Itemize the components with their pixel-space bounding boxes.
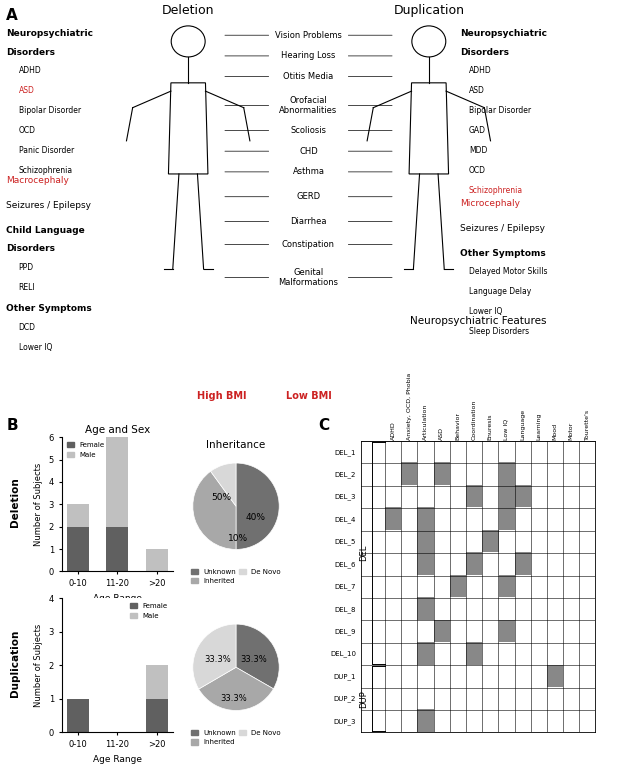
Text: Bipolar Disorder: Bipolar Disorder	[469, 106, 531, 115]
Text: Hearing Loss: Hearing Loss	[281, 51, 336, 61]
Text: Disorders: Disorders	[6, 48, 55, 57]
Bar	[67, 699, 88, 732]
Text: Genital
Malformations: Genital Malformations	[278, 268, 339, 287]
Text: Seizures / Epilepsy: Seizures / Epilepsy	[6, 201, 91, 210]
Text: Deletion: Deletion	[162, 4, 215, 17]
Y-axis label: Number of Subjects: Number of Subjects	[34, 463, 43, 546]
Title: Age and Sex: Age and Sex	[85, 425, 150, 435]
Text: Orofacial
Abnormalities: Orofacial Abnormalities	[280, 96, 337, 115]
Text: 10%: 10%	[228, 534, 248, 543]
Text: Duplication: Duplication	[10, 630, 20, 697]
Bar	[67, 527, 88, 571]
Legend: Unknown, Inherited, De Novo: Unknown, Inherited, De Novo	[188, 727, 284, 748]
Text: B: B	[6, 418, 18, 433]
Text: DEL: DEL	[360, 545, 368, 561]
Text: ADHD: ADHD	[19, 66, 41, 75]
Wedge shape	[193, 471, 236, 549]
Text: Lower IQ: Lower IQ	[469, 307, 502, 316]
Text: ASD: ASD	[469, 86, 485, 95]
Text: 33.3%: 33.3%	[241, 655, 268, 664]
Text: 33.3%: 33.3%	[204, 655, 231, 664]
Bar	[146, 549, 168, 571]
Text: Schizophrenia: Schizophrenia	[469, 186, 523, 195]
Text: 33.3%: 33.3%	[220, 694, 247, 703]
Text: OCD: OCD	[469, 166, 486, 175]
Text: Other Symptoms: Other Symptoms	[460, 249, 545, 258]
Text: 50%: 50%	[211, 493, 231, 502]
Text: Disorders: Disorders	[6, 245, 55, 253]
Text: RELI: RELI	[19, 283, 35, 292]
Text: CHD: CHD	[299, 146, 318, 156]
Legend: Female, Male: Female, Male	[129, 602, 169, 621]
Text: 40%: 40%	[246, 512, 265, 522]
Text: Other Symptoms: Other Symptoms	[6, 304, 92, 314]
Text: C: C	[318, 418, 329, 433]
Bar	[146, 699, 168, 732]
Text: Neuropsychiatric: Neuropsychiatric	[6, 29, 93, 38]
Wedge shape	[236, 624, 279, 689]
Text: Schizophrenia: Schizophrenia	[19, 166, 73, 175]
Text: Disorders: Disorders	[460, 48, 508, 57]
Text: DUP: DUP	[360, 690, 368, 708]
Text: High BMI: High BMI	[197, 391, 247, 401]
Text: Otitis Media: Otitis Media	[283, 72, 334, 81]
Bar	[146, 666, 168, 699]
Text: ASD: ASD	[19, 86, 35, 95]
Wedge shape	[193, 624, 236, 689]
Title: Inheritance: Inheritance	[206, 440, 266, 450]
Text: Child Language: Child Language	[6, 225, 85, 235]
Text: OCD: OCD	[19, 126, 36, 135]
Text: Macrocephaly: Macrocephaly	[6, 176, 69, 185]
Text: PPD: PPD	[19, 263, 34, 272]
Wedge shape	[210, 463, 236, 506]
Text: Asthma: Asthma	[292, 167, 325, 176]
Text: GERD: GERD	[296, 193, 321, 201]
Text: Sleep Disorders: Sleep Disorders	[469, 327, 529, 336]
Bar	[106, 527, 128, 571]
Y-axis label: Number of Subjects: Number of Subjects	[34, 624, 43, 707]
Bar	[106, 437, 128, 527]
Legend: Unknown, Inherited, De Novo: Unknown, Inherited, De Novo	[188, 566, 284, 587]
Text: GAD: GAD	[469, 126, 486, 135]
Text: Constipation: Constipation	[282, 240, 335, 249]
Text: MDD: MDD	[469, 146, 487, 155]
Text: Neuropsychiatric: Neuropsychiatric	[460, 29, 547, 38]
Bar	[67, 505, 88, 527]
Text: Microcephaly: Microcephaly	[460, 199, 520, 208]
Text: Panic Disorder: Panic Disorder	[19, 146, 74, 155]
Text: Diarrhea: Diarrhea	[290, 217, 327, 226]
Text: Duplication: Duplication	[393, 4, 465, 17]
Text: Delayed Motor Skills: Delayed Motor Skills	[469, 267, 547, 276]
Wedge shape	[236, 463, 279, 549]
X-axis label: Age Range: Age Range	[93, 594, 142, 603]
Text: DCD: DCD	[19, 323, 36, 332]
Text: ADHD: ADHD	[469, 66, 492, 75]
Text: Lower IQ: Lower IQ	[19, 343, 52, 352]
Text: Seizures / Epilepsy: Seizures / Epilepsy	[460, 224, 545, 232]
Legend: Female, Male: Female, Male	[65, 441, 106, 459]
Wedge shape	[199, 667, 273, 710]
Text: Language Delay: Language Delay	[469, 287, 531, 296]
Text: Deletion: Deletion	[10, 478, 20, 527]
Text: A: A	[6, 8, 18, 23]
Text: Bipolar Disorder: Bipolar Disorder	[19, 106, 81, 115]
Title: Neuropsychiatric Features: Neuropsychiatric Features	[410, 316, 547, 326]
Text: Low BMI: Low BMI	[286, 391, 331, 401]
Text: Scoliosis: Scoliosis	[291, 126, 326, 135]
X-axis label: Age Range: Age Range	[93, 755, 142, 764]
Text: Vision Problems: Vision Problems	[275, 31, 342, 40]
